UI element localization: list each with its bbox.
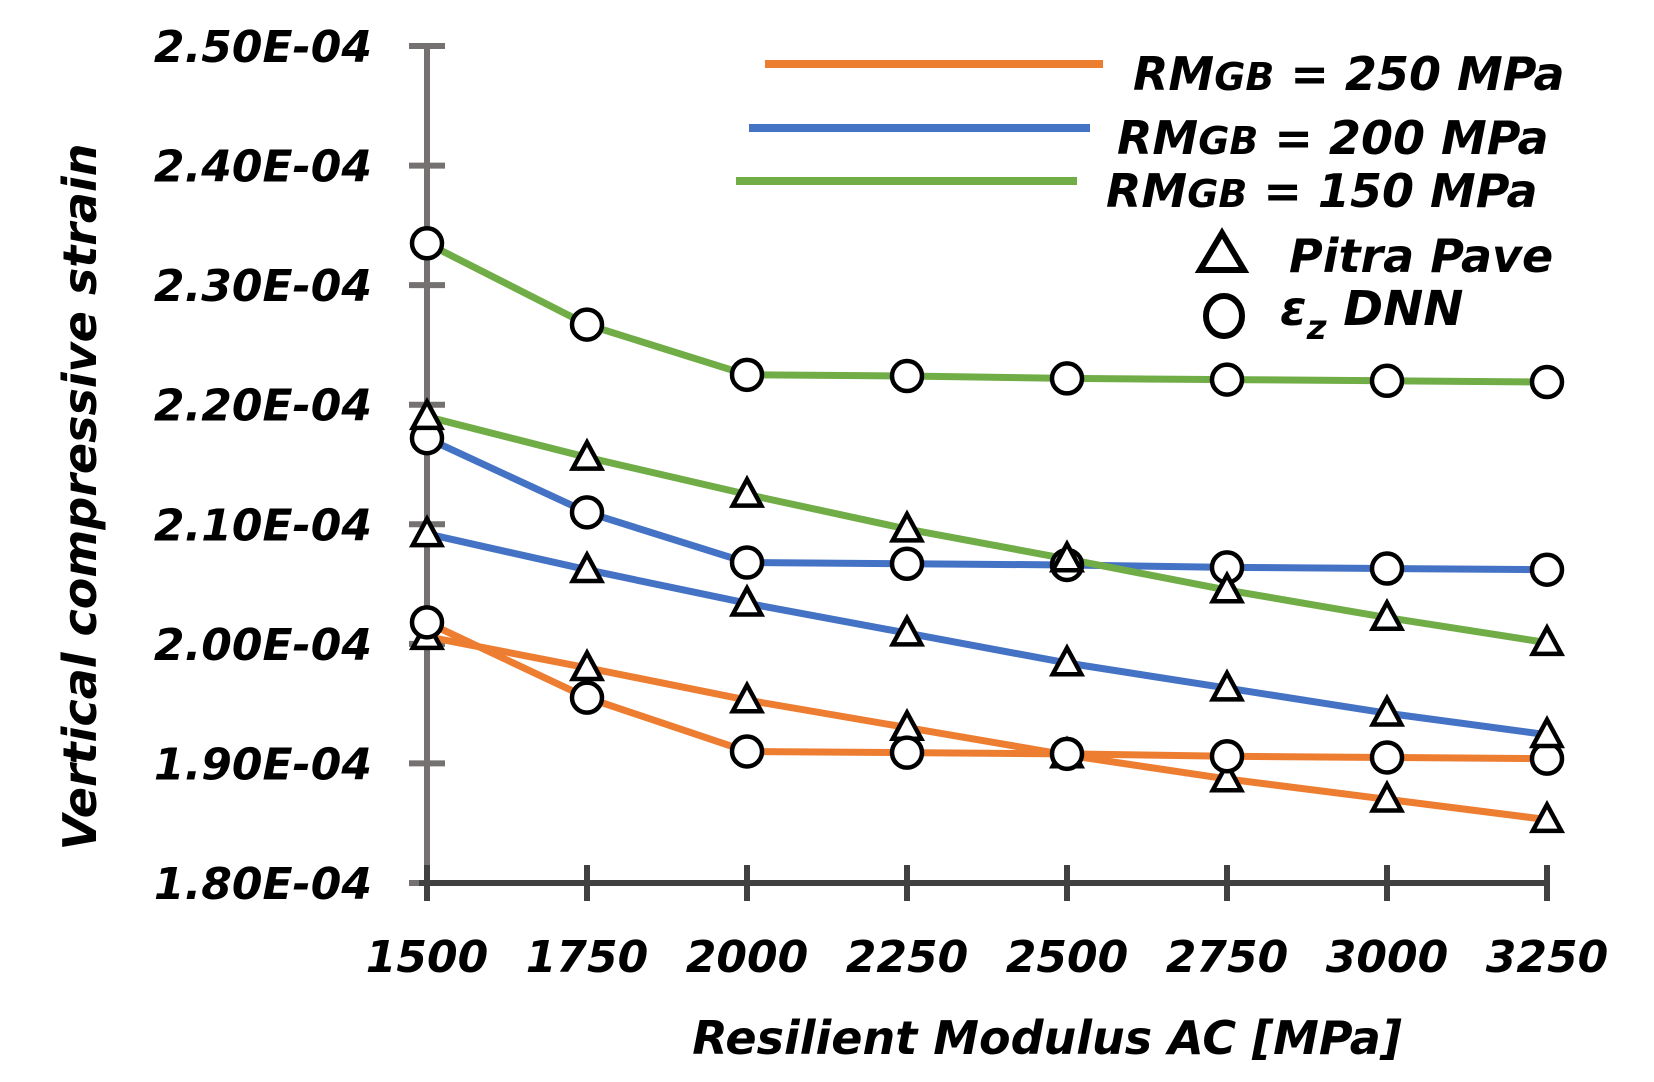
data-point-triangle bbox=[1528, 715, 1566, 749]
data-point-circle bbox=[889, 358, 925, 394]
data-point-triangle bbox=[888, 613, 926, 647]
data-point-circle bbox=[569, 680, 605, 715]
data-point-triangle bbox=[728, 680, 766, 714]
data-point-circle bbox=[1049, 736, 1085, 772]
data-point-triangle bbox=[1208, 668, 1246, 702]
y-axis-title: Vertical compressive strain bbox=[53, 144, 107, 851]
y-tick-label: 2.40E-04 bbox=[154, 142, 372, 193]
legend-label: RMGB = 150 MPa bbox=[1106, 164, 1538, 218]
axes: 1.80E-04 1.90E-04 2.00E-04 2.10E-04 2.20E-04… bbox=[154, 22, 1608, 983]
data-point-circle bbox=[1209, 362, 1245, 397]
data-point-triangle bbox=[1528, 622, 1566, 657]
y-tick-label: 2.50E-04 bbox=[154, 22, 372, 73]
data-point-circle bbox=[1529, 364, 1565, 400]
x-axis-title: Resilient Modulus AC [MPa] bbox=[692, 1011, 1402, 1065]
data-point-triangle bbox=[1208, 570, 1246, 604]
data-point-triangle bbox=[1368, 597, 1406, 632]
series-line-5 bbox=[425, 240, 1548, 386]
data-point-triangle bbox=[1368, 693, 1406, 727]
y-tick-label: 2.10E-04 bbox=[154, 500, 372, 551]
data-point-circle bbox=[409, 226, 445, 261]
x-tick-label: 2000 bbox=[686, 932, 808, 983]
series-line-2 bbox=[426, 530, 1548, 739]
legend-triangle-icon bbox=[1194, 227, 1250, 273]
data-point-circle bbox=[569, 495, 605, 530]
data-point-circle bbox=[1209, 739, 1245, 774]
data-point-circle bbox=[889, 546, 925, 581]
data-point-circle bbox=[409, 605, 445, 640]
data-point-triangle bbox=[888, 509, 926, 543]
data-point-circle bbox=[1369, 363, 1405, 399]
data-point-triangle bbox=[568, 437, 606, 471]
data-point-triangle bbox=[568, 648, 606, 682]
data-point-circle bbox=[1369, 551, 1405, 586]
y-tick-label: 1.80E-04 bbox=[154, 859, 372, 910]
data-point-triangle bbox=[1048, 643, 1086, 677]
x-tick-label: 3000 bbox=[1326, 932, 1448, 983]
y-tick-label: 1.90E-04 bbox=[154, 739, 372, 790]
data-point-circle bbox=[729, 545, 765, 580]
data-point-circle bbox=[569, 307, 605, 342]
series-line-3 bbox=[425, 435, 1548, 574]
data-point-triangle bbox=[1528, 799, 1566, 834]
y-tick-label: 2.00E-04 bbox=[154, 620, 372, 671]
series-line-1 bbox=[425, 619, 1548, 763]
legend-label: Pitra Pave bbox=[1289, 229, 1553, 283]
y-tick-label: 2.30E-04 bbox=[154, 261, 372, 312]
data-point-triangle bbox=[408, 396, 446, 431]
data-point-triangle bbox=[1048, 539, 1086, 573]
legend-label: RMGB = 250 MPa bbox=[1133, 47, 1565, 101]
legend-label: εz DNN bbox=[1280, 281, 1463, 348]
data-point-triangle bbox=[728, 583, 766, 617]
data-point-circle bbox=[1049, 361, 1085, 396]
series-line-0 bbox=[426, 633, 1548, 824]
legend-label: RMGB = 200 MPa bbox=[1117, 111, 1549, 165]
series-line-4 bbox=[426, 413, 1548, 647]
data-point-circle bbox=[889, 735, 925, 770]
x-tick-label: 2250 bbox=[846, 932, 968, 983]
series-lines bbox=[425, 240, 1548, 824]
data-point-triangle bbox=[1368, 779, 1406, 813]
x-tick-label: 2750 bbox=[1166, 932, 1288, 983]
data-point-circle bbox=[729, 734, 765, 769]
series-markers bbox=[408, 226, 1566, 834]
data-point-triangle bbox=[568, 550, 606, 584]
x-tick-label: 3250 bbox=[1486, 932, 1608, 983]
data-point-triangle bbox=[408, 514, 446, 548]
data-point-circle bbox=[1369, 740, 1405, 775]
x-tick-label: 1500 bbox=[366, 932, 488, 983]
x-tick-label: 2500 bbox=[1006, 932, 1128, 983]
legend-circle-icon bbox=[1203, 293, 1245, 339]
x-tick-label: 1750 bbox=[526, 932, 648, 983]
data-point-circle bbox=[729, 357, 765, 393]
y-tick-label: 2.20E-04 bbox=[154, 381, 372, 432]
data-point-triangle bbox=[728, 474, 766, 508]
data-point-circle bbox=[1529, 552, 1565, 587]
data-point-triangle bbox=[1208, 759, 1246, 793]
